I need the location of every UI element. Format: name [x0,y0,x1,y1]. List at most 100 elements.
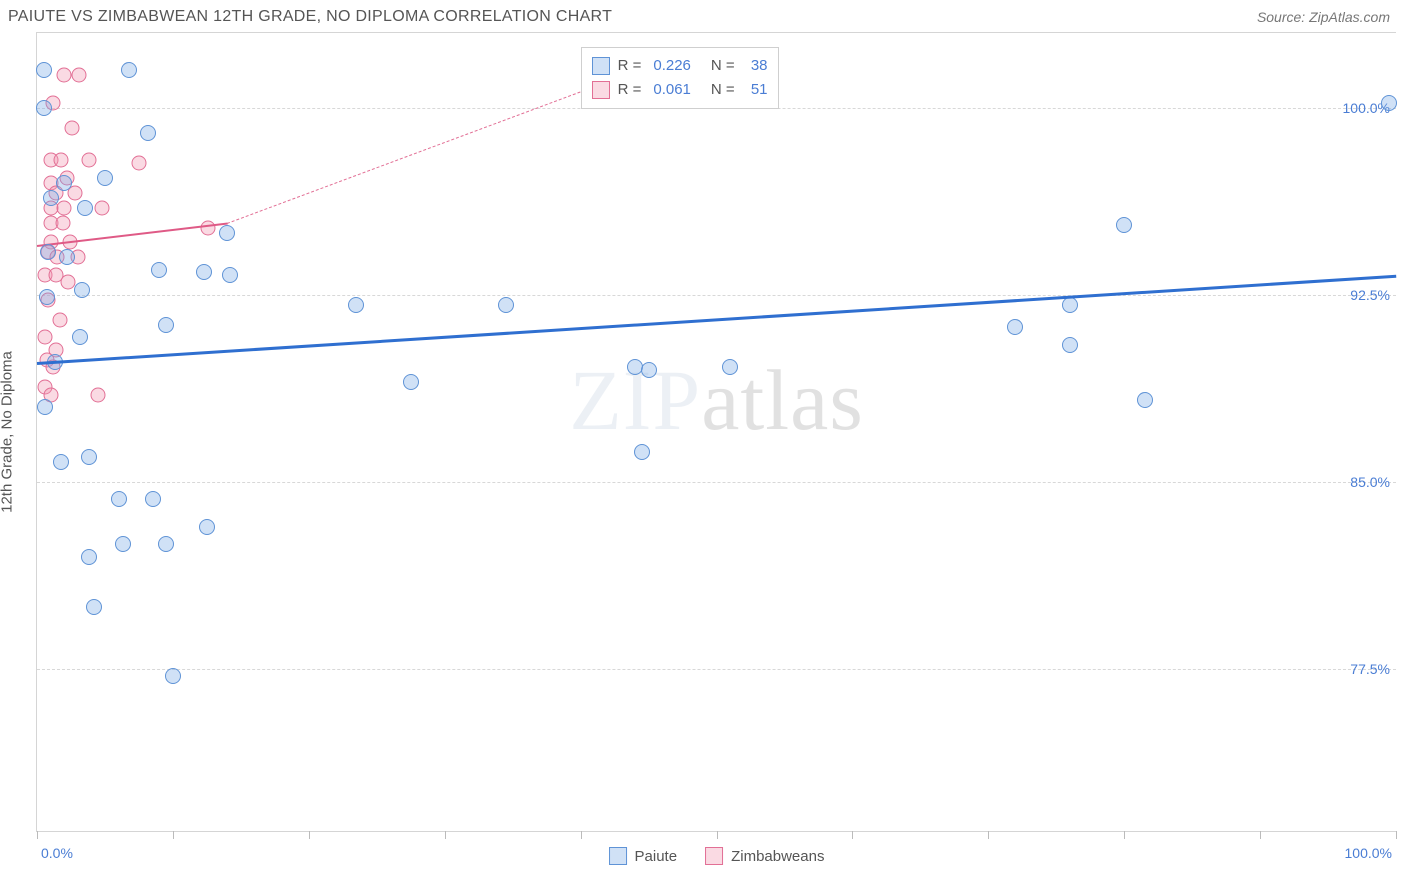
data-point [81,549,97,565]
series-legend: Paiute Zimbabweans [609,847,825,865]
data-point [158,536,174,552]
data-point [36,62,52,78]
series-legend-item: Zimbabweans [705,847,824,865]
data-point [40,244,56,260]
data-point [199,519,215,535]
legend-r-value: 0.061 [653,78,691,102]
y-tick-label: 92.5% [1350,287,1390,303]
legend-row: R = 0.061 N = 51 [592,78,768,102]
data-point [1137,392,1153,408]
data-point [222,267,238,283]
data-point [498,297,514,313]
data-point [196,264,212,280]
x-tick [37,831,38,839]
data-point [54,153,69,168]
legend-connector [227,91,581,223]
data-point [111,491,127,507]
data-point [91,387,106,402]
x-tick [852,831,853,839]
legend-swatch [705,847,723,865]
legend-swatch [592,81,610,99]
x-tick [717,831,718,839]
data-point [641,362,657,378]
data-point [1062,297,1078,313]
data-point [1381,95,1397,111]
data-point [59,249,75,265]
y-tick-label: 85.0% [1350,474,1390,490]
chart-title: PAIUTE VS ZIMBABWEAN 12TH GRADE, NO DIPL… [8,8,612,26]
data-point [56,175,72,191]
data-point [140,125,156,141]
data-point [348,297,364,313]
legend-n-value: 38 [747,54,768,78]
data-point [219,225,235,241]
chart-area: 12th Grade, No Diploma ZIPatlas 100.0%92… [36,32,1396,832]
data-point [72,68,87,83]
legend-n-label: N = [711,54,735,78]
data-point [97,170,113,186]
data-point [1116,217,1132,233]
data-point [403,374,419,390]
x-tick [1396,831,1397,839]
legend-n-value: 51 [747,78,768,102]
data-point [53,312,68,327]
data-point [36,100,52,116]
data-point [115,536,131,552]
data-point [55,215,70,230]
data-point [95,200,110,215]
data-point [38,330,53,345]
x-min-label: 0.0% [41,845,73,861]
data-point [1062,337,1078,353]
data-point [53,454,69,470]
data-point [634,444,650,460]
data-point [131,155,146,170]
legend-label: Zimbabweans [731,848,824,865]
x-tick [988,831,989,839]
data-point [201,220,216,235]
data-point [57,68,72,83]
gridline [37,669,1396,670]
data-point [151,262,167,278]
x-tick [581,831,582,839]
series-legend-item: Paiute [609,847,678,865]
x-tick [445,831,446,839]
x-tick [173,831,174,839]
legend-row: R = 0.226 N = 38 [592,54,768,78]
legend-r-label: R = [618,54,642,78]
legend-n-label: N = [711,78,735,102]
chart-header: PAIUTE VS ZIMBABWEAN 12TH GRADE, NO DIPL… [0,0,1406,30]
y-axis-label: 12th Grade, No Diploma [0,351,16,513]
data-point [77,200,93,216]
legend-swatch [592,57,610,75]
data-point [1007,319,1023,335]
data-point [57,200,72,215]
legend-label: Paiute [635,848,678,865]
data-point [43,190,59,206]
data-point [145,491,161,507]
data-point [65,120,80,135]
data-point [72,329,88,345]
legend-r-label: R = [618,78,642,102]
data-point [74,282,90,298]
data-point [39,289,55,305]
data-point [81,449,97,465]
data-point [121,62,137,78]
gridline [37,482,1396,483]
data-point [165,668,181,684]
data-point [722,359,738,375]
data-point [158,317,174,333]
legend-swatch [609,847,627,865]
chart-source: Source: ZipAtlas.com [1257,9,1390,25]
data-point [86,599,102,615]
trendline [37,275,1396,365]
x-tick [309,831,310,839]
y-tick-label: 77.5% [1350,661,1390,677]
legend-r-value: 0.226 [653,54,691,78]
data-point [81,153,96,168]
data-point [37,399,53,415]
plot-region: 100.0%92.5%85.0%77.5% [37,33,1396,831]
x-max-label: 100.0% [1345,845,1392,861]
x-tick [1124,831,1125,839]
gridline [37,295,1396,296]
x-tick [1260,831,1261,839]
